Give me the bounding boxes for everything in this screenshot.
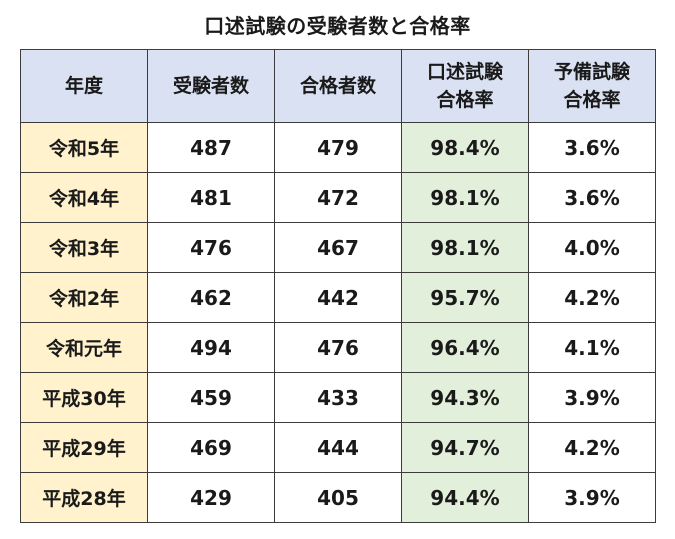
- cell-year: 令和5年: [20, 122, 148, 173]
- table-row: 令和元年 494 476 96.4% 4.1%: [20, 322, 656, 373]
- table-row: 平成28年 429 405 94.4% 3.9%: [20, 472, 656, 523]
- cell-passers: 476: [274, 322, 402, 373]
- cell-prelim-rate: 3.6%: [528, 172, 656, 223]
- cell-oral-rate: 98.1%: [401, 172, 529, 223]
- cell-oral-rate: 95.7%: [401, 272, 529, 323]
- cell-oral-rate: 94.4%: [401, 472, 529, 523]
- page-title: 口述試験の受験者数と合格率: [204, 14, 471, 38]
- cell-prelim-rate: 3.9%: [528, 372, 656, 423]
- table-row: 令和3年 476 467 98.1% 4.0%: [20, 222, 656, 273]
- cell-year: 令和3年: [20, 222, 148, 273]
- cell-oral-rate: 94.3%: [401, 372, 529, 423]
- cell-prelim-rate: 4.2%: [528, 272, 656, 323]
- cell-passers: 433: [274, 372, 402, 423]
- cell-examinees: 459: [147, 372, 275, 423]
- cell-passers: 405: [274, 472, 402, 523]
- header-oral-rate-line1: 口述試験: [426, 61, 503, 83]
- cell-examinees: 462: [147, 272, 275, 323]
- cell-examinees: 429: [147, 472, 275, 523]
- cell-examinees: 481: [147, 172, 275, 223]
- table-row: 令和5年 487 479 98.4% 3.6%: [20, 122, 656, 173]
- header-prelim-rate: 予備試験 合格率: [528, 49, 656, 123]
- cell-examinees: 487: [147, 122, 275, 173]
- header-examinees: 受験者数: [147, 49, 275, 123]
- cell-examinees: 494: [147, 322, 275, 373]
- header-prelim-rate-line2: 合格率: [563, 89, 621, 111]
- header-oral-rate-line2: 合格率: [436, 89, 494, 111]
- table-row: 令和4年 481 472 98.1% 3.6%: [20, 172, 656, 223]
- cell-passers: 467: [274, 222, 402, 273]
- cell-oral-rate: 96.4%: [401, 322, 529, 373]
- results-table: 年度 受験者数 合格者数 口述試験 合格率 予備試験 合格率 令和5年 487 …: [20, 49, 656, 523]
- header-year: 年度: [20, 49, 148, 123]
- table-row: 平成29年 469 444 94.7% 4.2%: [20, 422, 656, 473]
- header-row: 年度 受験者数 合格者数 口述試験 合格率 予備試験 合格率: [20, 49, 656, 123]
- cell-year: 令和4年: [20, 172, 148, 223]
- cell-examinees: 469: [147, 422, 275, 473]
- cell-passers: 444: [274, 422, 402, 473]
- table-row: 平成30年 459 433 94.3% 3.9%: [20, 372, 656, 423]
- cell-oral-rate: 98.4%: [401, 122, 529, 173]
- cell-prelim-rate: 4.1%: [528, 322, 656, 373]
- cell-oral-rate: 98.1%: [401, 222, 529, 273]
- header-oral-rate: 口述試験 合格率: [401, 49, 529, 123]
- cell-year: 令和元年: [20, 322, 148, 373]
- cell-year: 令和2年: [20, 272, 148, 323]
- header-passers: 合格者数: [274, 49, 402, 123]
- cell-passers: 442: [274, 272, 402, 323]
- cell-year: 平成29年: [20, 422, 148, 473]
- cell-oral-rate: 94.7%: [401, 422, 529, 473]
- table-row: 令和2年 462 442 95.7% 4.2%: [20, 272, 656, 323]
- cell-passers: 472: [274, 172, 402, 223]
- cell-prelim-rate: 4.2%: [528, 422, 656, 473]
- cell-passers: 479: [274, 122, 402, 173]
- cell-examinees: 476: [147, 222, 275, 273]
- cell-year: 平成30年: [20, 372, 148, 423]
- header-prelim-rate-line1: 予備試験: [553, 61, 630, 83]
- cell-prelim-rate: 3.9%: [528, 472, 656, 523]
- cell-prelim-rate: 3.6%: [528, 122, 656, 173]
- cell-year: 平成28年: [20, 472, 148, 523]
- cell-prelim-rate: 4.0%: [528, 222, 656, 273]
